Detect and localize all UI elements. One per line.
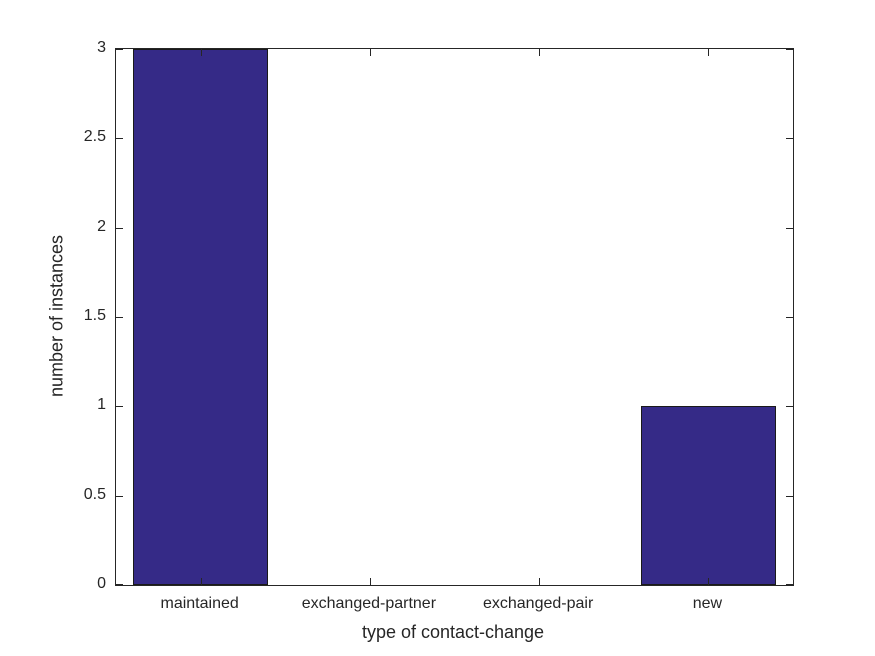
y-tick-left	[116, 227, 123, 229]
y-tick-left	[116, 495, 123, 497]
y-tick-label: 2	[97, 217, 106, 235]
y-tick-right	[786, 49, 793, 50]
y-tick-right	[786, 227, 793, 229]
y-axis-title: number of instances	[46, 234, 67, 398]
x-tick-label: maintained	[160, 595, 239, 612]
y-tick-left	[116, 138, 123, 140]
y-tick-right	[786, 495, 793, 497]
bar-new	[640, 406, 777, 585]
y-tick-right	[786, 584, 793, 585]
x-axis-title: type of contact-change	[361, 622, 545, 642]
y-tick-left	[116, 584, 123, 585]
y-tick-label: 1	[97, 396, 106, 414]
x-tick-bottom	[708, 578, 710, 585]
y-tick-right	[786, 317, 793, 318]
x-tick-top	[200, 49, 202, 56]
y-tick-label: 3	[97, 39, 106, 56]
y-tick-label: 2.5	[83, 128, 106, 146]
x-tick-top	[369, 49, 371, 56]
x-tick-label: exchanged-pair	[482, 595, 594, 612]
x-tick-top	[539, 49, 541, 56]
y-tick-left	[116, 406, 123, 408]
y-tick-right	[786, 406, 793, 408]
y-tick-label: 0.5	[83, 485, 106, 503]
x-tick-bottom	[369, 578, 371, 585]
x-tick-bottom	[539, 578, 541, 585]
x-tick-label: exchanged-partner	[301, 595, 437, 612]
y-tick-right	[786, 138, 793, 140]
bar-maintained	[132, 49, 269, 585]
x-tick-label: new	[692, 595, 723, 612]
y-tick-left	[116, 317, 123, 318]
y-tick-label: 1.5	[83, 307, 106, 324]
plot-area	[115, 48, 794, 586]
x-tick-top	[708, 49, 710, 56]
x-tick-bottom	[200, 578, 202, 585]
y-tick-label: 0	[97, 575, 106, 592]
y-tick-left	[116, 49, 123, 50]
